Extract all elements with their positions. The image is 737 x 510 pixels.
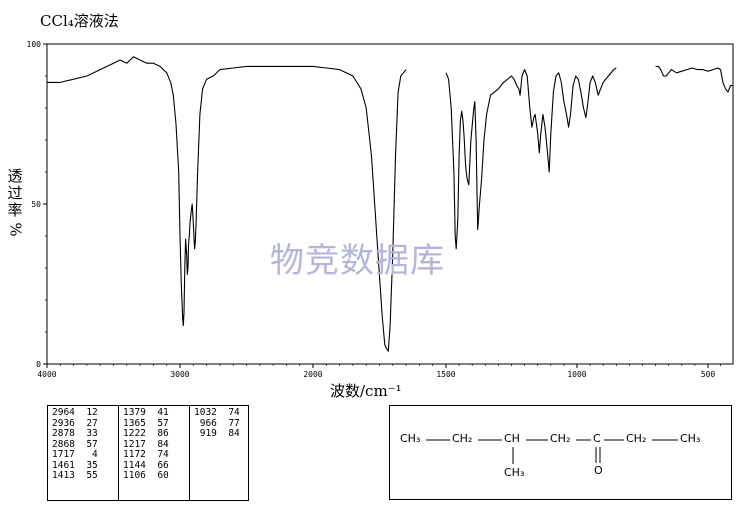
y-axis-label-char: 透 — [7, 167, 23, 185]
carbonyl-oxygen: O — [594, 464, 603, 477]
y-tick-label: 50 — [31, 200, 41, 209]
x-tick-label: 4000 — [37, 370, 56, 379]
peak-entry: 966 77 — [194, 417, 240, 429]
peak-entry: 1717 4 — [52, 449, 98, 460]
spectrum-line-segment — [655, 65, 733, 93]
peak-entry: 2878 33 — [52, 428, 98, 439]
ch3-group: CH₃ — [400, 432, 421, 445]
peak-column-2: 1379 41 1365 57 1222 86 1217 84 1172 74 1144 … — [118, 405, 190, 501]
bond-lines — [426, 439, 678, 464]
y-tick-label: 0 — [36, 360, 41, 369]
carbonyl-carbon: C — [593, 432, 601, 445]
x-tick-label: 2000 — [303, 370, 322, 379]
y-axis-label-char: 过 — [7, 184, 23, 202]
peak-entry: 1032 74 — [194, 407, 240, 418]
peak-column-1: 2964 12 2936 27 2878 33 2868 57 1717 4 1461 3… — [47, 405, 119, 501]
ch2-group: CH₂ — [626, 432, 647, 445]
spectrum-line-segment — [445, 67, 617, 250]
peak-entry: 2936 27 — [52, 417, 98, 429]
peak-entry: 1379 41 — [123, 407, 169, 418]
ch3-group: CH₃ — [680, 432, 701, 445]
ch3-branch: CH₃ — [504, 466, 525, 479]
peak-entry: 1217 84 — [123, 438, 169, 450]
ch-group: CH — [504, 432, 520, 445]
y-axis-label-char: 率 — [7, 201, 23, 219]
watermark: 物竞数据库 — [270, 241, 445, 281]
peak-entry: 919 84 — [194, 428, 240, 439]
x-tick-label: 1000 — [567, 370, 586, 379]
y-axis-label: 透过率 % — [6, 168, 25, 238]
x-axis-label: 波数/cm⁻¹ — [330, 382, 402, 400]
peak-entry: 2964 12 — [52, 407, 98, 418]
ch2-group: CH₂ — [550, 432, 571, 445]
ch2-group: CH₂ — [452, 432, 473, 445]
series-layer — [47, 56, 733, 352]
peak-entry: 1365 57 — [123, 417, 169, 429]
peak-entry: 1413 55 — [52, 470, 98, 481]
x-tick-label: 3000 — [170, 370, 189, 379]
x-tick-label: 500 — [701, 370, 716, 379]
peak-entry: 1106 60 — [123, 470, 169, 481]
peak-entry: 1222 86 — [123, 428, 169, 439]
peak-entry: 1144 66 — [123, 459, 169, 471]
peak-column-3: 1032 74 966 77 919 84 — [189, 405, 249, 501]
y-tick-label: 100 — [27, 40, 42, 49]
peak-entry: 1461 35 — [52, 459, 98, 471]
spectrum-line-segment — [47, 56, 407, 352]
y-axis-label-text: 透过率 — [6, 168, 24, 219]
x-tick-label: 1500 — [436, 370, 455, 379]
peak-entry: 2868 57 — [52, 438, 98, 450]
peak-entry: 1172 74 — [123, 449, 169, 460]
chart-title: CCl₄溶液法 — [40, 12, 119, 30]
peak-table: 2964 12 2936 27 2878 33 2868 57 1717 4 1461 3… — [47, 405, 249, 501]
structure-formula: CH₃ CH₂ CH CH₂ C CH₂ CH₃ CH₃ O — [389, 405, 732, 500]
